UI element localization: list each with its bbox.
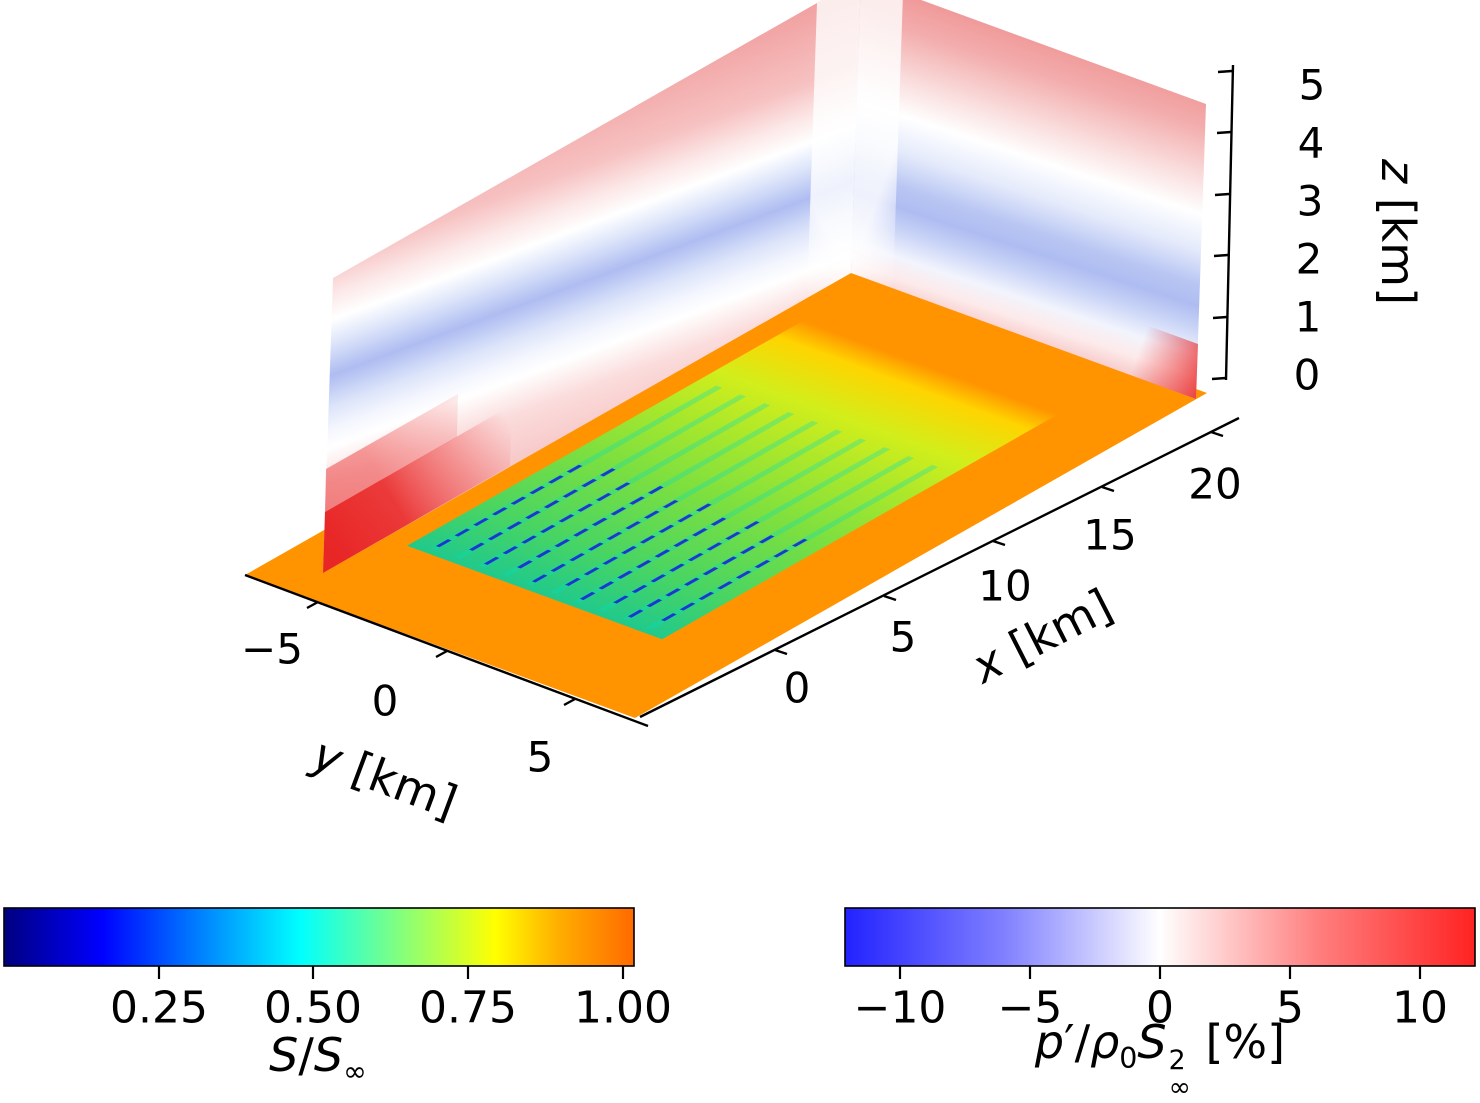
z-tick-label: 3 [1296,176,1324,226]
z-tick-label: 1 [1294,292,1322,342]
speed-colorbar-tick: 0.50 [264,982,362,1034]
speed-colorbar [3,907,635,979]
speed-colorbar-tick: 1.00 [574,982,672,1034]
xz-pressure-slice [323,0,861,573]
pressure-colorbar-tick: 0 [1146,982,1174,1034]
pressure-colorbar-tick: −10 [853,982,947,1034]
x-axis-line [639,416,1240,719]
ground-high-pressure-patch-right [1130,320,1198,399]
z-tick-label: 4 [1297,118,1325,168]
x-tick-label: 5 [889,612,917,662]
y-tick-label: 0 [371,676,399,726]
z-axis-label: z [km] [1371,158,1425,306]
turbine-wake-dashes [430,385,939,630]
z-tick-label: 0 [1293,350,1321,400]
x-tick-label: 10 [978,561,1032,611]
pressure-colorbar-tick: 10 [1392,982,1448,1034]
x-tick-label: 20 [1188,459,1242,509]
axes-lines [244,64,1240,728]
z-axis-line [1224,64,1235,381]
corner-seam-left [807,0,861,298]
ground-high-pressure-patch [323,405,512,573]
wind-farm-wake-region [407,320,1059,640]
pressure-colorbar-tick: −5 [997,982,1063,1034]
yz-pressure-slice [851,0,1206,399]
corner-seam-right [851,0,903,288]
y-tick-label: −5 [241,624,303,674]
x-tick-label: 15 [1083,510,1137,560]
z-tick-label: 2 [1295,234,1323,284]
speed-colorbar-tick: 0.75 [419,982,517,1034]
pressure-colorbar [844,907,1476,979]
speed-colorbar-tick: 0.25 [110,982,208,1034]
z-tick-label: 5 [1298,60,1326,110]
pressure-colorbar-tick: 5 [1276,982,1304,1034]
speed-colorbar-label: S/S∞ [269,1027,367,1089]
y-tick-label: 5 [526,732,554,782]
pressure-colorbar-label: p′/ρ0S 2 ∞ [%] [1034,1014,1286,1103]
x-tick-label: 0 [783,663,811,713]
